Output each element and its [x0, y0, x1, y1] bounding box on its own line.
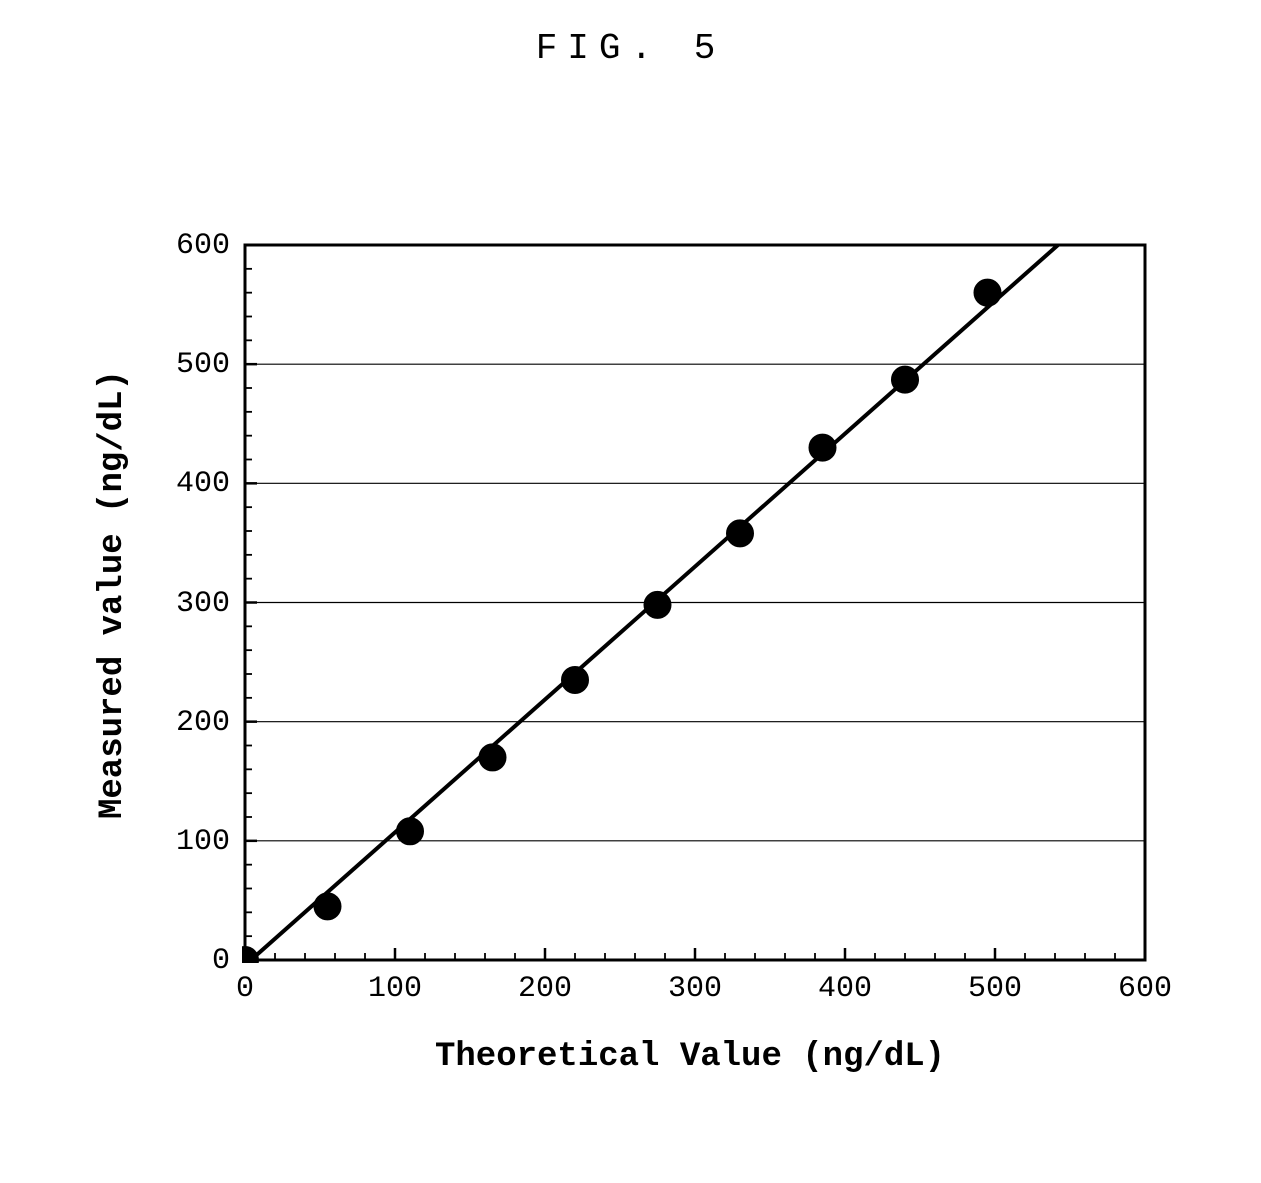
x-tick-label: 500: [968, 972, 1022, 1006]
y-axis-label: Measured value (ng/dL): [94, 389, 132, 819]
y-tick-label: 500: [176, 348, 230, 382]
y-tick-label: 600: [176, 229, 230, 263]
y-tick-label: 200: [176, 706, 230, 740]
scatter-chart: [242, 242, 1148, 963]
y-tick-label: 100: [176, 825, 230, 859]
x-axis-label: Theoretical Value (ng/dL): [435, 1038, 945, 1076]
x-tick-label: 300: [668, 972, 722, 1006]
y-tick-label: 300: [176, 587, 230, 621]
y-tick-label: 400: [176, 467, 230, 501]
figure-title: FIG. 5: [0, 28, 1261, 69]
figure-container: FIG. 5 Measured value (ng/dL) Theoretica…: [0, 0, 1261, 1183]
x-tick-label: 400: [818, 972, 872, 1006]
x-tick-label: 600: [1118, 972, 1172, 1006]
x-tick-label: 100: [368, 972, 422, 1006]
y-tick-label: 0: [212, 944, 230, 978]
x-tick-label: 0: [236, 972, 254, 1006]
x-tick-label: 200: [518, 972, 572, 1006]
